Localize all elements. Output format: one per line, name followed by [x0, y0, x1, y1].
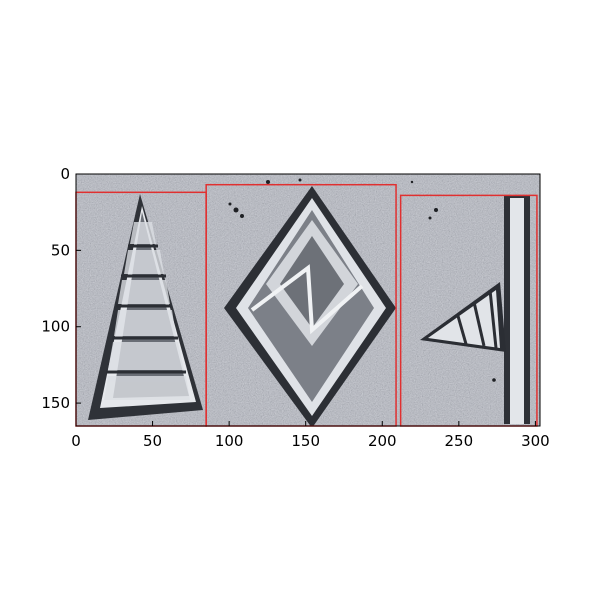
plot-frame — [75, 173, 541, 427]
glyph-diamond — [224, 186, 396, 426]
y-axis: 0 50 100 150 — [41, 165, 81, 412]
x-axis: 0 50 100 150 200 250 300 — [71, 421, 550, 450]
x-tick-label: 200 — [368, 432, 397, 450]
x-tick-label: 100 — [215, 432, 244, 450]
y-tick-label: 0 — [60, 165, 70, 183]
glyph-triangle — [88, 194, 203, 420]
y-tick-label: 50 — [51, 241, 70, 259]
x-tick-label: 0 — [71, 432, 81, 450]
x-tick-label: 250 — [445, 432, 474, 450]
stone-speckles — [228, 178, 496, 382]
relief-image — [76, 174, 540, 426]
y-tick-label: 150 — [41, 394, 70, 412]
y-tick-label: 100 — [41, 318, 70, 336]
x-tick-label: 50 — [143, 432, 162, 450]
x-tick-label: 300 — [521, 432, 550, 450]
x-tick-label: 150 — [291, 432, 320, 450]
glyph-wedge — [420, 196, 530, 424]
